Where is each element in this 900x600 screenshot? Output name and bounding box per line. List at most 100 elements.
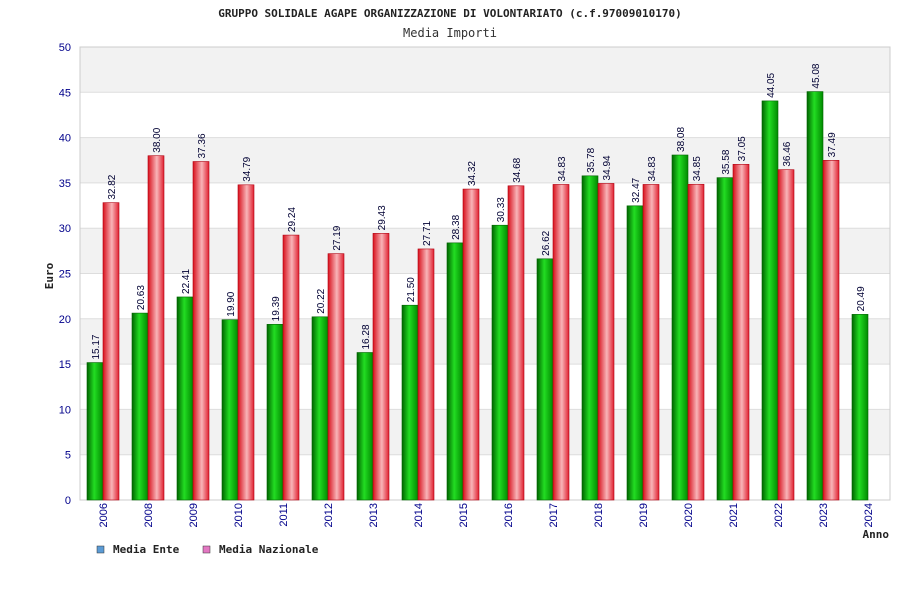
value-label-media-nazionale-2014: 27.71 <box>422 220 433 245</box>
value-label-media-nazionale-2008: 38.00 <box>152 127 163 152</box>
value-label-media-nazionale-2006: 32.82 <box>107 174 118 199</box>
chart-title: GRUPPO SOLIDALE AGAPE ORGANIZZAZIONE DI … <box>218 7 682 20</box>
x-tick-label-2024: 2024 <box>863 503 875 527</box>
y-tick-label: 30 <box>59 223 71 235</box>
plot-band <box>80 92 890 138</box>
legend: Media Ente Media Nazionale <box>96 543 319 556</box>
bar-media-ente-2008 <box>131 312 149 501</box>
bar-media-nazionale-2012 <box>327 253 345 501</box>
bar-media-ente-2017 <box>536 258 554 501</box>
x-tick-label-2022: 2022 <box>773 503 785 527</box>
bar-media-nazionale-2020 <box>687 183 705 501</box>
bar-media-nazionale-2023 <box>822 160 840 501</box>
x-tick-label-2012: 2012 <box>323 503 335 527</box>
value-labels: 15.17 32.82 20.63 38.00 22.41 37.36 19.90 34.79… <box>91 63 867 359</box>
x-tick-label-2021: 2021 <box>728 503 740 527</box>
value-label-media-ente-2024: 20.49 <box>856 286 867 311</box>
y-tick-label: 40 <box>59 133 71 145</box>
bar-media-nazionale-2006 <box>102 202 120 501</box>
value-label-media-nazionale-2011: 29.24 <box>287 207 298 232</box>
value-label-media-nazionale-2021: 37.05 <box>737 136 748 161</box>
plot-band <box>80 273 890 319</box>
value-label-media-nazionale-2023: 37.49 <box>827 132 838 157</box>
value-label-media-ente-2018: 35.78 <box>586 147 597 172</box>
value-label-media-ente-2014: 21.50 <box>406 277 417 302</box>
y-tick-label: 5 <box>65 450 71 462</box>
value-label-media-ente-2012: 20.22 <box>316 288 327 313</box>
bar-media-ente-2020 <box>671 154 689 501</box>
bar-media-nazionale-2022 <box>777 169 795 501</box>
bar-media-ente-2014 <box>401 304 419 501</box>
value-label-media-nazionale-2013: 29.43 <box>377 205 388 230</box>
legend-swatch-media-ente <box>96 545 105 554</box>
plot-band <box>80 409 890 455</box>
x-axis-ticks: 2006 2008 2009 2010 2011 2012 2013 2014 2015 2016… <box>98 503 875 527</box>
x-tick-label-2010: 2010 <box>233 503 245 527</box>
value-label-media-ente-2017: 26.62 <box>541 230 552 255</box>
grid-lines <box>79 46 891 501</box>
value-label-media-ente-2009: 22.41 <box>181 269 192 294</box>
plot-band <box>80 228 890 274</box>
x-tick-label-2017: 2017 <box>548 503 560 527</box>
bar-media-ente-2006 <box>86 362 104 501</box>
y-tick-label: 45 <box>59 87 71 99</box>
x-tick-label-2020: 2020 <box>683 503 695 527</box>
bars <box>86 91 869 501</box>
bar-media-ente-2016 <box>491 224 509 501</box>
bar-media-ente-2009 <box>176 296 194 501</box>
bar-media-ente-2021 <box>716 177 734 501</box>
value-label-media-nazionale-2015: 34.32 <box>467 161 478 186</box>
bar-media-ente-2022 <box>761 100 779 501</box>
value-label-media-ente-2016: 30.33 <box>496 197 507 222</box>
plot-band <box>80 364 890 410</box>
value-label-media-ente-2013: 16.28 <box>361 324 372 349</box>
bar-media-ente-2023 <box>806 91 824 501</box>
value-label-media-nazionale-2012: 27.19 <box>332 225 343 250</box>
value-label-media-ente-2010: 19.90 <box>226 291 237 316</box>
y-tick-label: 25 <box>59 269 71 281</box>
x-tick-label-2015: 2015 <box>458 503 470 527</box>
bar-media-nazionale-2021 <box>732 164 750 501</box>
bar-media-nazionale-2019 <box>642 184 660 501</box>
value-label-media-ente-2021: 35.58 <box>721 149 732 174</box>
plot-band <box>80 182 890 229</box>
x-tick-label-2019: 2019 <box>638 503 650 527</box>
value-label-media-nazionale-2016: 34.68 <box>512 157 523 182</box>
bar-media-nazionale-2011 <box>282 234 300 501</box>
y-tick-label: 35 <box>59 178 71 190</box>
legend-label-media-nazionale: Media Nazionale <box>219 543 319 556</box>
plot-band <box>80 47 890 93</box>
bar-media-nazionale-2016 <box>507 185 525 501</box>
plot-band <box>80 137 890 183</box>
y-tick-label: 10 <box>59 404 71 416</box>
y-tick-label: 0 <box>65 495 71 507</box>
x-tick-label-2014: 2014 <box>413 503 425 527</box>
x-tick-label-2008: 2008 <box>143 503 155 527</box>
value-label-media-ente-2008: 20.63 <box>136 285 147 310</box>
x-tick-label-2018: 2018 <box>593 503 605 527</box>
plot-background <box>80 47 890 500</box>
bar-media-nazionale-2017 <box>552 184 570 501</box>
bar-media-ente-2013 <box>356 352 374 501</box>
legend-swatch-media-nazionale <box>202 545 211 554</box>
value-label-media-nazionale-2017: 34.83 <box>557 156 568 181</box>
x-tick-label-2009: 2009 <box>188 503 200 527</box>
value-label-media-nazionale-2020: 34.85 <box>692 156 703 181</box>
value-label-media-nazionale-2009: 37.36 <box>197 133 208 158</box>
bar-media-nazionale-2013 <box>372 233 390 501</box>
bar-media-ente-2019 <box>626 205 644 501</box>
value-label-media-ente-2020: 38.08 <box>676 127 687 152</box>
chart-subtitle: Media Importi <box>403 26 497 40</box>
y-tick-label: 50 <box>59 42 71 54</box>
value-label-media-nazionale-2022: 36.46 <box>782 141 793 166</box>
value-label-media-ente-2011: 19.39 <box>271 296 282 321</box>
y-axis-ticks: 0 5 10 15 20 25 30 35 40 45 50 <box>59 42 71 507</box>
value-label-media-nazionale-2010: 34.79 <box>242 156 253 181</box>
bar-media-nazionale-2009 <box>192 161 210 501</box>
y-tick-label: 15 <box>59 359 71 371</box>
bar-media-ente-2010 <box>221 319 239 501</box>
x-tick-label-2016: 2016 <box>503 503 515 527</box>
legend-label-media-ente: Media Ente <box>113 543 180 556</box>
bar-media-ente-2018 <box>581 175 599 501</box>
